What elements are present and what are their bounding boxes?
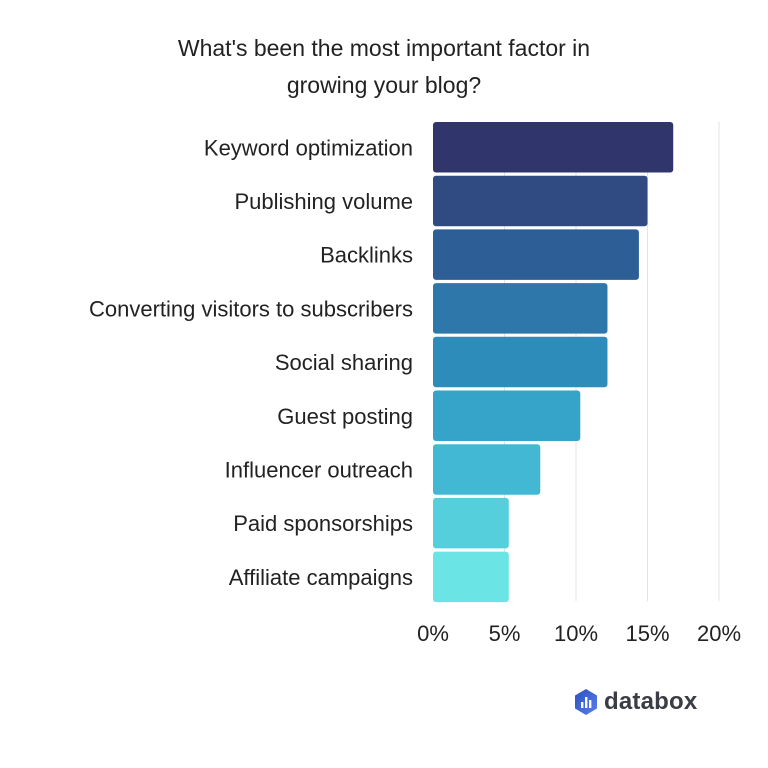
bar	[433, 551, 509, 603]
bar	[433, 390, 581, 441]
bar	[433, 122, 674, 173]
bar	[433, 283, 608, 334]
bar	[433, 444, 541, 495]
chart-title-line-1: What's been the most important factor in	[177, 35, 591, 61]
category-label: Backlinks	[320, 243, 413, 268]
bar	[433, 497, 509, 549]
chart-title-line-2: growing your blog?	[286, 72, 482, 98]
x-tick-label: 5%	[489, 621, 521, 646]
x-tick-label: 10%	[554, 621, 598, 646]
bar	[433, 229, 639, 280]
category-label: Social sharing	[275, 350, 413, 375]
chart-title: What's been the most important factor in…	[0, 30, 768, 104]
databox-logo-text: databox	[604, 688, 698, 715]
category-label: Paid sponsorships	[233, 511, 413, 536]
databox-logo: databox	[574, 688, 697, 716]
x-tick-label: 20%	[697, 621, 741, 646]
x-tick-label: 15%	[625, 621, 669, 646]
category-label: Affiliate campaigns	[229, 565, 413, 590]
category-label: Guest posting	[277, 404, 413, 429]
category-label: Converting visitors to subscribers	[89, 296, 413, 321]
category-label: Influencer outreach	[225, 457, 413, 482]
bar	[433, 336, 608, 388]
bar	[433, 175, 648, 227]
databox-logo-icon	[575, 689, 597, 715]
category-label: Keyword optimization	[204, 135, 413, 160]
category-label: Publishing volume	[234, 189, 413, 214]
x-tick-label: 0%	[417, 621, 449, 646]
